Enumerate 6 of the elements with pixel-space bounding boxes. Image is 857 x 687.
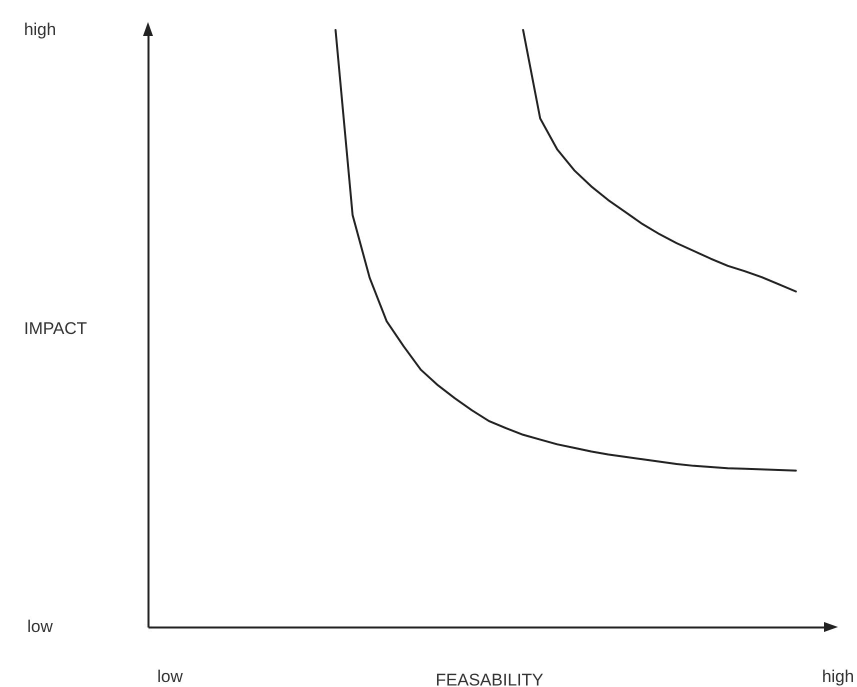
text: low — [157, 667, 184, 686]
x-axis-title: FEASABILITY — [436, 670, 544, 687]
text: high — [822, 667, 854, 686]
text: high — [24, 20, 56, 39]
y-axis-title: IMPACT — [24, 319, 87, 338]
text: low — [27, 617, 54, 636]
